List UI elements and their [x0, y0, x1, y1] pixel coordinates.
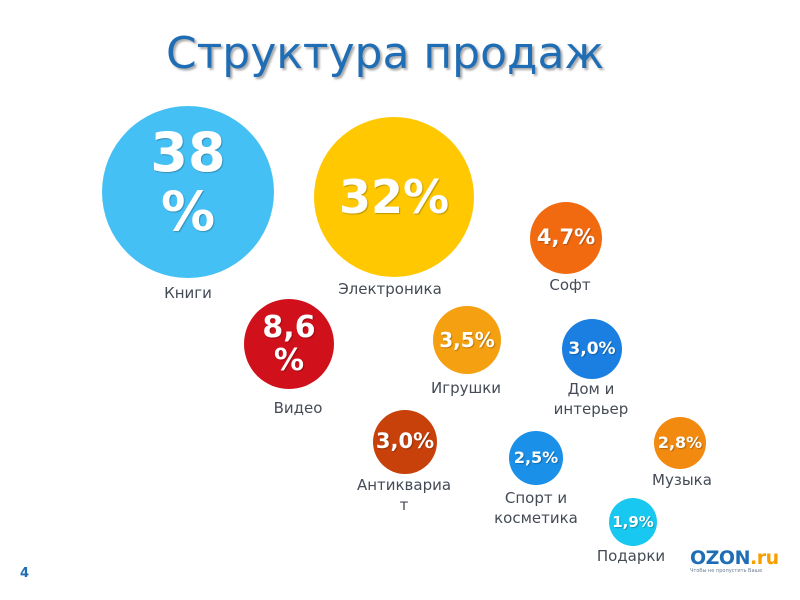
bubble-спорт-и-косметика: 2,5% [509, 431, 563, 485]
logo-text: OZON.ru [690, 547, 779, 569]
bubble-книги: 38 % [102, 106, 274, 278]
bubble-value-label: 3,0% [568, 338, 616, 359]
category-label-дом-и-интерьер: Дом и интерьер [553, 380, 629, 418]
bubble-софт: 4,7% [530, 202, 602, 274]
bubble-value-label: 1,9% [612, 512, 654, 531]
category-label-электроника: Электроника [338, 280, 442, 298]
bubble-value-label: 8,6 % [262, 310, 316, 378]
category-label-антиквариат: Антиквариа т [356, 476, 452, 514]
ozon-logo: OZON.ru Чтобы не пропустить Ваше [690, 548, 780, 582]
category-label-подарки: Подарки [596, 547, 666, 565]
bubble-value-label: 2,8% [657, 433, 703, 453]
bubble-value-label: 38 % [150, 120, 226, 243]
category-label-игрушки: Игрушки [430, 379, 502, 397]
bubble-value-label: 4,7% [536, 225, 596, 250]
bubble-подарки: 1,9% [609, 498, 657, 546]
category-label-спорт-и-косметика: Спорт и косметика [494, 489, 578, 527]
logo-tagline: Чтобы не пропустить Ваше [690, 568, 763, 574]
category-label-музыка: Музыка [652, 471, 712, 489]
chart-title: Структура продаж [165, 28, 605, 79]
bubble-видео: 8,6 % [244, 299, 334, 389]
bubble-value-label: 2,5% [513, 448, 559, 468]
bubble-value-label: 3,0% [375, 429, 435, 454]
bubble-value-label: 3,5% [439, 328, 495, 352]
category-label-софт: Софт [549, 276, 591, 294]
bubble-дом-и-интерьер: 3,0% [562, 319, 622, 379]
category-label-книги: Книги [164, 284, 212, 302]
bubble-музыка: 2,8% [654, 417, 706, 469]
category-label-видео: Видео [273, 399, 323, 417]
bubble-антиквариат: 3,0% [373, 410, 437, 474]
bubble-электроника: 32% [314, 117, 474, 277]
bubble-игрушки: 3,5% [433, 306, 501, 374]
bubble-value-label: 32% [338, 169, 450, 224]
page-number: 4 [20, 566, 30, 581]
